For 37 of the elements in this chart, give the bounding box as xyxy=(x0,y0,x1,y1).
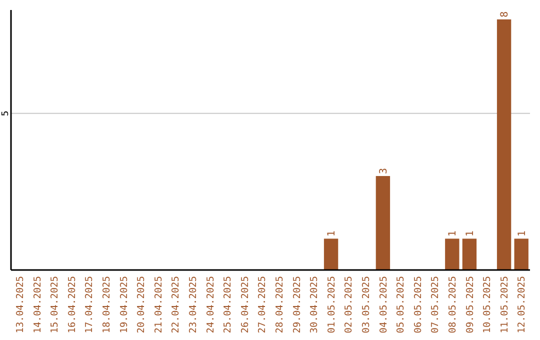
x-tick-label: 13.04.2025 xyxy=(14,276,26,334)
x-tick-label: 19.04.2025 xyxy=(118,276,130,334)
x-tick-label: 14.04.2025 xyxy=(32,276,44,334)
x-tick-label: 18.04.2025 xyxy=(101,276,112,334)
x-tick-label: 01.05.2025 xyxy=(326,276,338,334)
data-label: 1 xyxy=(326,230,338,237)
x-tick-label: 06.05.2025 xyxy=(412,276,424,334)
x-tick-label: 17.04.2025 xyxy=(84,276,96,334)
x-tick-label: 03.05.2025 xyxy=(360,276,372,334)
data-label: 1 xyxy=(464,230,476,237)
x-tick-label: 25.04.2025 xyxy=(222,276,234,334)
x-tick-label: 07.05.2025 xyxy=(430,276,442,334)
data-label: 1 xyxy=(516,230,528,237)
data-label: 8 xyxy=(500,11,511,18)
x-tick-label: 22.04.2025 xyxy=(170,276,182,334)
x-tick-label: 24.04.2025 xyxy=(205,276,216,334)
x-tick-label: 29.04.2025 xyxy=(292,276,303,334)
data-label: 3 xyxy=(378,168,390,174)
x-tick-label: 02.05.2025 xyxy=(344,276,355,334)
x-tick-label: 11.05.2025 xyxy=(499,276,510,334)
x-tick-label: 15.04.2025 xyxy=(50,276,61,334)
x-tick-label: 09.05.2025 xyxy=(464,276,476,334)
x-tick-label: 23.04.2025 xyxy=(188,276,199,334)
x-tick-label: 08.05.2025 xyxy=(447,276,458,334)
y-tick-label: 5 xyxy=(1,110,12,116)
x-tick-label: 20.04.2025 xyxy=(136,276,148,334)
data-label: 1 xyxy=(448,230,459,237)
x-tick-label: 12.05.2025 xyxy=(516,276,528,334)
x-tick-label: 30.04.2025 xyxy=(309,276,320,334)
x-tick-label: 28.04.2025 xyxy=(274,276,286,334)
x-tick-label: 05.05.2025 xyxy=(396,276,407,334)
x-tick-label: 16.04.2025 xyxy=(66,276,78,334)
x-tick-label: 10.05.2025 xyxy=(482,276,494,334)
x-tick-label: 27.04.2025 xyxy=(257,276,268,334)
x-tick-label: 04.05.2025 xyxy=(378,276,390,334)
x-tick-label: 26.04.2025 xyxy=(240,276,251,334)
x-tick-label: 21.04.2025 xyxy=(153,276,164,334)
